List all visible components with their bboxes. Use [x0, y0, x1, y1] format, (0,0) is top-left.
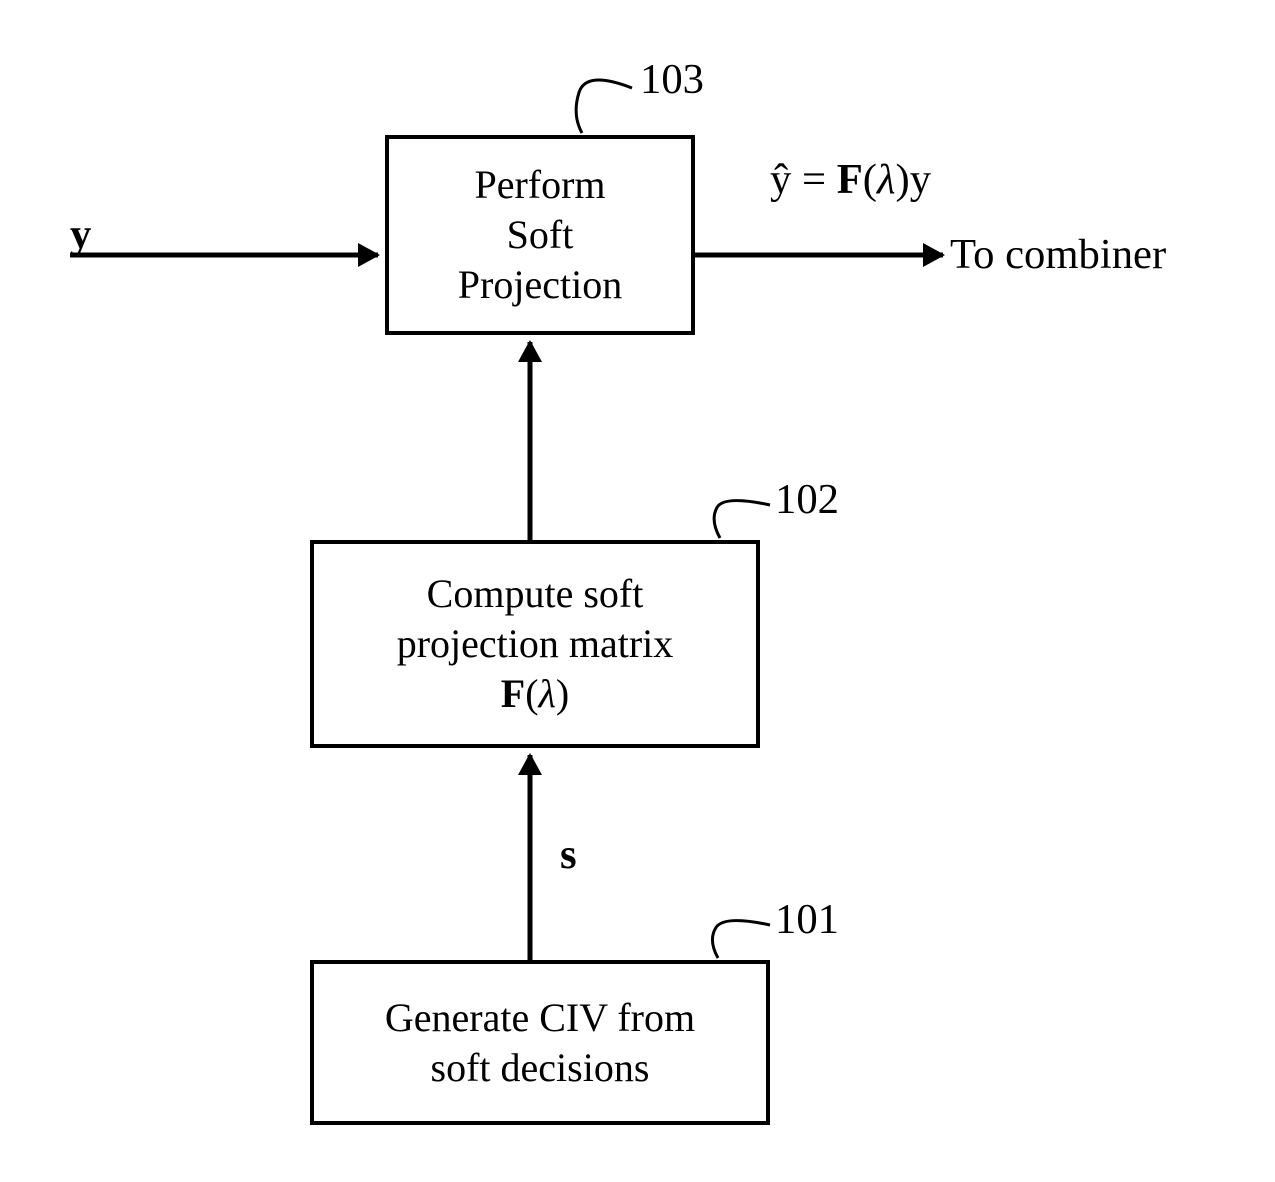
block-perform-soft-projection: Perform Soft Projection [385, 135, 695, 335]
block-103-line2: Soft [458, 210, 622, 260]
output-to-combiner-label: To combiner [950, 230, 1166, 279]
block-101-line2: soft decisions [385, 1043, 695, 1093]
block-103-line1: Perform [458, 160, 622, 210]
ref-number-103: 103 [640, 55, 704, 104]
block-102-expr: F(λ) [397, 669, 674, 719]
block-compute-soft-projection-matrix: Compute soft projection matrix F(λ) [310, 540, 760, 748]
block-101-line1: Generate CIV from [385, 993, 695, 1043]
input-y-label: y [70, 210, 91, 259]
flow-diagram: Perform Soft Projection Compute soft pro… [0, 0, 1275, 1182]
block-generate-civ: Generate CIV from soft decisions [310, 960, 770, 1125]
output-yhat-expression: ŷ = F(λ)y [770, 155, 931, 204]
block-103-line3: Projection [458, 260, 622, 310]
ref-number-102: 102 [775, 475, 839, 524]
block-102-line2: projection matrix [397, 619, 674, 669]
edge-s-label: s [560, 830, 577, 879]
block-102-line1: Compute soft [397, 569, 674, 619]
ref-number-101: 101 [775, 895, 839, 944]
